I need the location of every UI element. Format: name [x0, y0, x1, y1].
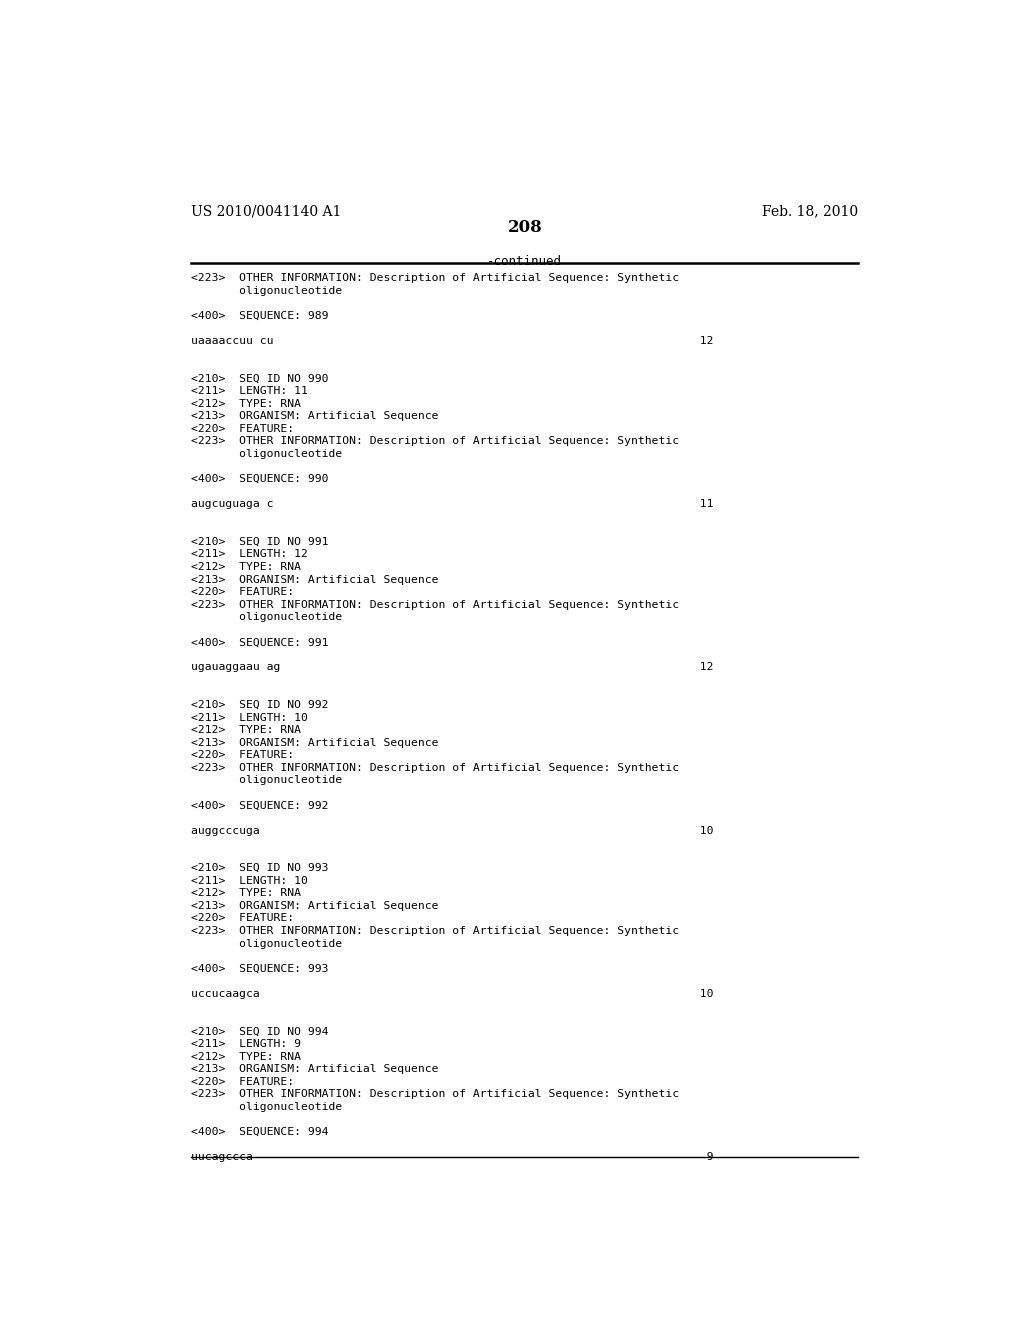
Text: <400>  SEQUENCE: 993: <400> SEQUENCE: 993 [191, 964, 329, 974]
Text: <212>  TYPE: RNA: <212> TYPE: RNA [191, 725, 301, 735]
Text: <213>  ORGANISM: Artificial Sequence: <213> ORGANISM: Artificial Sequence [191, 412, 439, 421]
Text: uaaaaccuu cu                                                              12: uaaaaccuu cu 12 [191, 337, 714, 346]
Text: <400>  SEQUENCE: 992: <400> SEQUENCE: 992 [191, 800, 329, 810]
Text: oligonucleotide: oligonucleotide [191, 449, 343, 459]
Text: <223>  OTHER INFORMATION: Description of Artificial Sequence: Synthetic: <223> OTHER INFORMATION: Description of … [191, 1089, 680, 1100]
Text: <400>  SEQUENCE: 989: <400> SEQUENCE: 989 [191, 312, 329, 321]
Text: <212>  TYPE: RNA: <212> TYPE: RNA [191, 888, 301, 899]
Text: 208: 208 [508, 219, 542, 236]
Text: <210>  SEQ ID NO 991: <210> SEQ ID NO 991 [191, 537, 329, 546]
Text: <211>  LENGTH: 10: <211> LENGTH: 10 [191, 875, 308, 886]
Text: -continued: -continued [487, 255, 562, 268]
Text: augcuguaga c                                                              11: augcuguaga c 11 [191, 499, 714, 510]
Text: <211>  LENGTH: 10: <211> LENGTH: 10 [191, 713, 308, 722]
Text: <210>  SEQ ID NO 992: <210> SEQ ID NO 992 [191, 700, 329, 710]
Text: <212>  TYPE: RNA: <212> TYPE: RNA [191, 399, 301, 409]
Text: <213>  ORGANISM: Artificial Sequence: <213> ORGANISM: Artificial Sequence [191, 574, 439, 585]
Text: <223>  OTHER INFORMATION: Description of Artificial Sequence: Synthetic: <223> OTHER INFORMATION: Description of … [191, 599, 680, 610]
Text: <210>  SEQ ID NO 990: <210> SEQ ID NO 990 [191, 374, 329, 384]
Text: <220>  FEATURE:: <220> FEATURE: [191, 913, 295, 924]
Text: <220>  FEATURE:: <220> FEATURE: [191, 587, 295, 597]
Text: <212>  TYPE: RNA: <212> TYPE: RNA [191, 562, 301, 572]
Text: <223>  OTHER INFORMATION: Description of Artificial Sequence: Synthetic: <223> OTHER INFORMATION: Description of … [191, 273, 680, 284]
Text: uucagccca                                                                  9: uucagccca 9 [191, 1152, 714, 1162]
Text: <223>  OTHER INFORMATION: Description of Artificial Sequence: Synthetic: <223> OTHER INFORMATION: Description of … [191, 437, 680, 446]
Text: uccucaagca                                                                10: uccucaagca 10 [191, 989, 714, 999]
Text: <223>  OTHER INFORMATION: Description of Artificial Sequence: Synthetic: <223> OTHER INFORMATION: Description of … [191, 763, 680, 772]
Text: <211>  LENGTH: 9: <211> LENGTH: 9 [191, 1039, 301, 1049]
Text: <400>  SEQUENCE: 990: <400> SEQUENCE: 990 [191, 474, 329, 484]
Text: <212>  TYPE: RNA: <212> TYPE: RNA [191, 1052, 301, 1061]
Text: Feb. 18, 2010: Feb. 18, 2010 [762, 205, 858, 218]
Text: <220>  FEATURE:: <220> FEATURE: [191, 424, 295, 434]
Text: <220>  FEATURE:: <220> FEATURE: [191, 1077, 295, 1086]
Text: <210>  SEQ ID NO 994: <210> SEQ ID NO 994 [191, 1027, 329, 1036]
Text: oligonucleotide: oligonucleotide [191, 775, 343, 785]
Text: oligonucleotide: oligonucleotide [191, 939, 343, 949]
Text: auggcccuga                                                                10: auggcccuga 10 [191, 825, 714, 836]
Text: <211>  LENGTH: 12: <211> LENGTH: 12 [191, 549, 308, 560]
Text: <223>  OTHER INFORMATION: Description of Artificial Sequence: Synthetic: <223> OTHER INFORMATION: Description of … [191, 927, 680, 936]
Text: <210>  SEQ ID NO 993: <210> SEQ ID NO 993 [191, 863, 329, 874]
Text: oligonucleotide: oligonucleotide [191, 286, 343, 296]
Text: <211>  LENGTH: 11: <211> LENGTH: 11 [191, 387, 308, 396]
Text: <213>  ORGANISM: Artificial Sequence: <213> ORGANISM: Artificial Sequence [191, 1064, 439, 1074]
Text: <220>  FEATURE:: <220> FEATURE: [191, 750, 295, 760]
Text: ugauaggaau ag                                                             12: ugauaggaau ag 12 [191, 663, 714, 672]
Text: <400>  SEQUENCE: 994: <400> SEQUENCE: 994 [191, 1127, 329, 1137]
Text: US 2010/0041140 A1: US 2010/0041140 A1 [191, 205, 342, 218]
Text: oligonucleotide: oligonucleotide [191, 1102, 343, 1111]
Text: <213>  ORGANISM: Artificial Sequence: <213> ORGANISM: Artificial Sequence [191, 738, 439, 747]
Text: <400>  SEQUENCE: 991: <400> SEQUENCE: 991 [191, 638, 329, 647]
Text: oligonucleotide: oligonucleotide [191, 612, 343, 622]
Text: <213>  ORGANISM: Artificial Sequence: <213> ORGANISM: Artificial Sequence [191, 900, 439, 911]
